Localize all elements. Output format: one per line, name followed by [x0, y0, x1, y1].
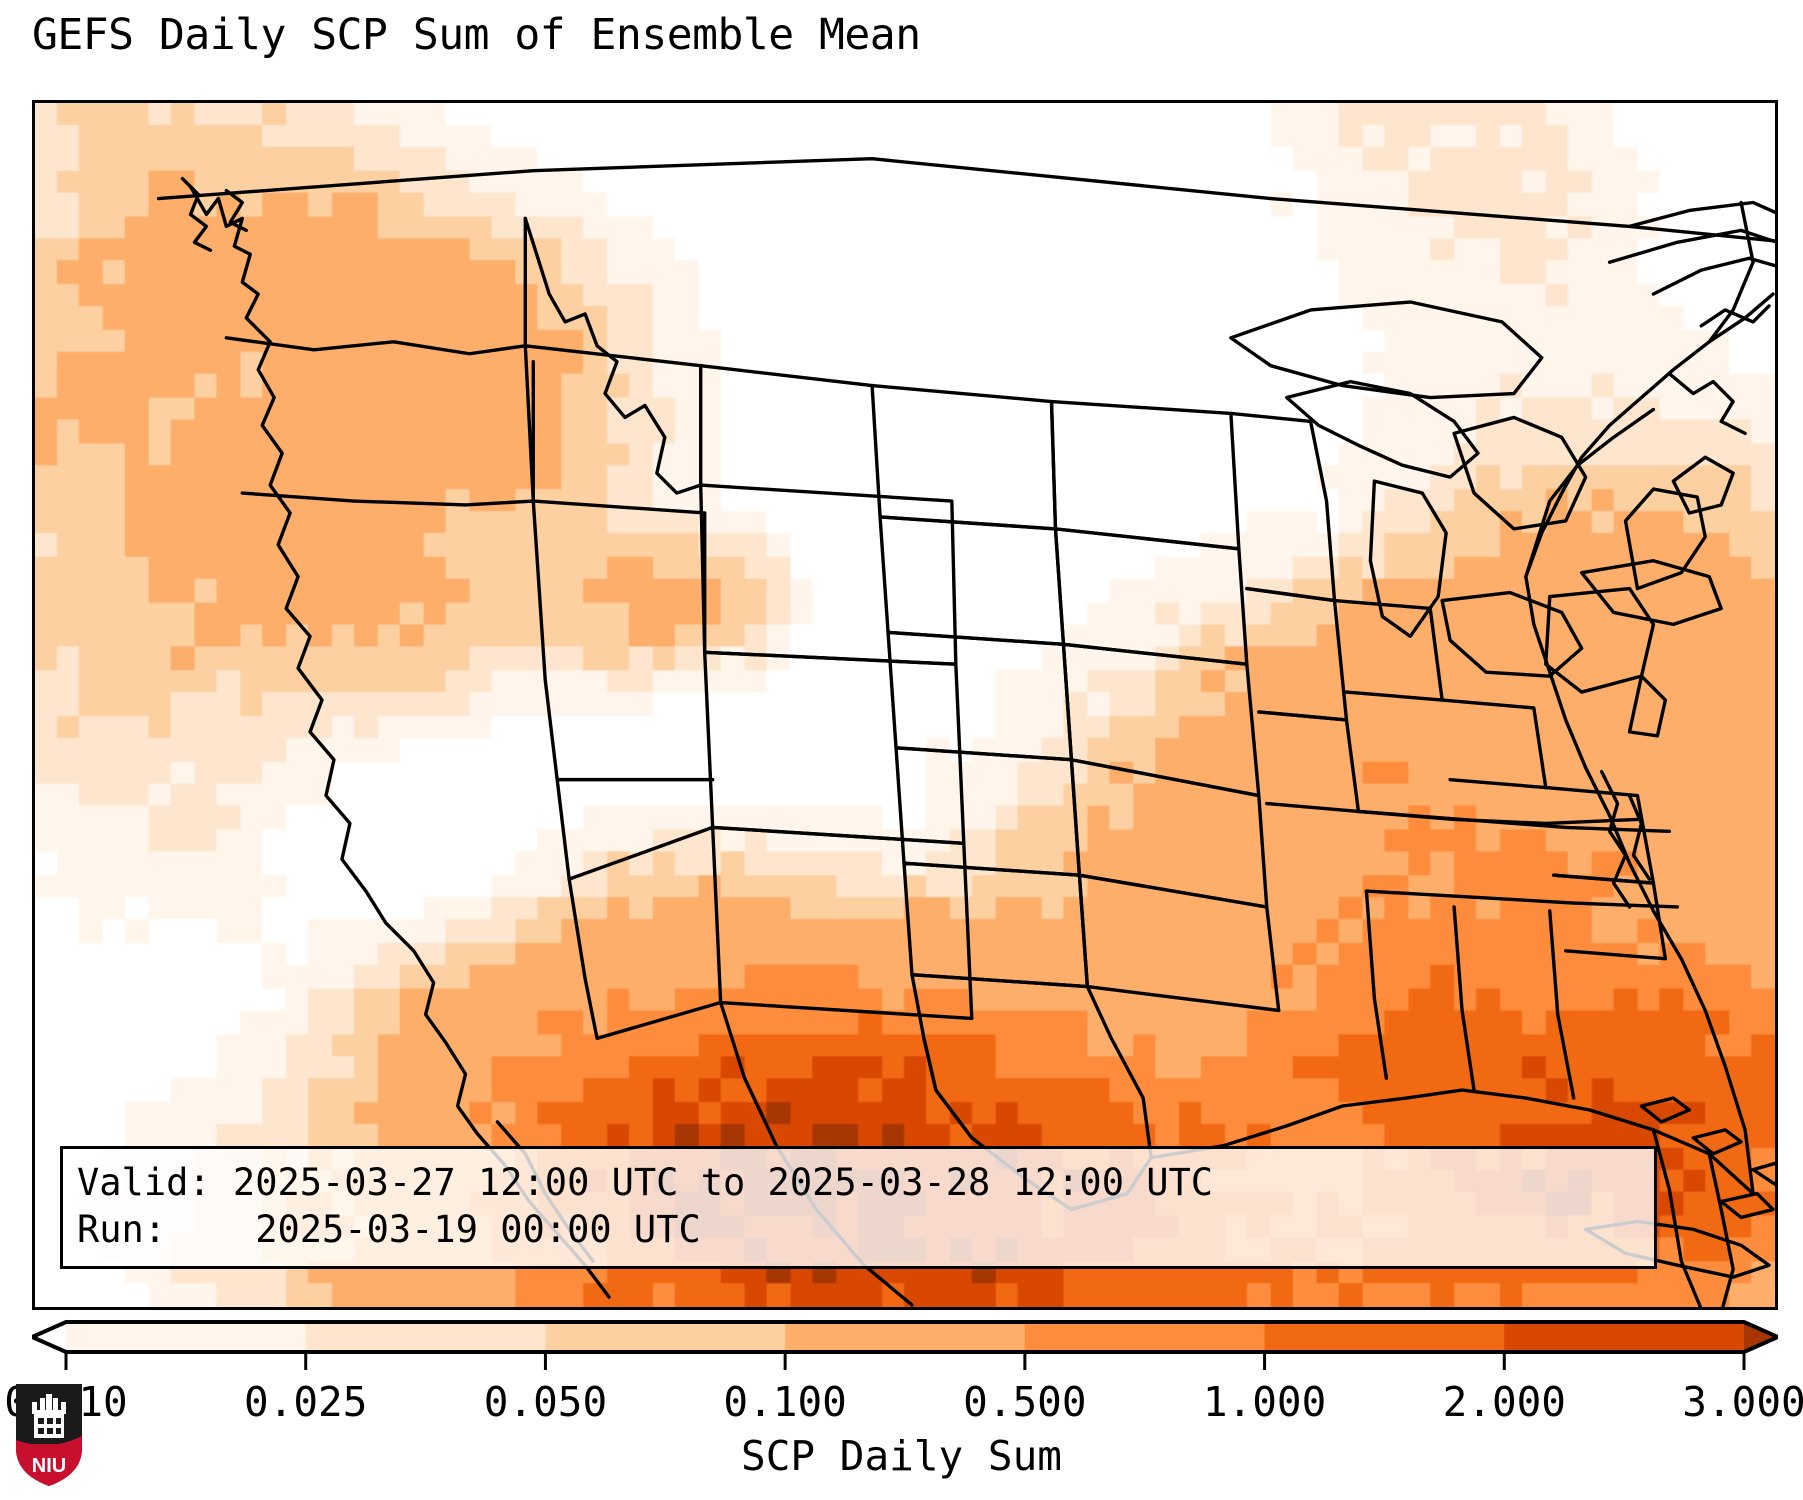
- map-geography-overlay: [156, 157, 1775, 1307]
- colorbar[interactable]: [32, 1318, 1778, 1376]
- colorbar-tick-label: 0.500: [963, 1378, 1087, 1426]
- colorbar-tick-label: 3.000: [1682, 1378, 1803, 1426]
- niu-shield: NIU: [16, 1384, 82, 1486]
- map-plot-area: Valid: 2025-03-27 12:00 UTC to 2025-03-2…: [32, 100, 1778, 1310]
- run-time-text: Run: 2025-03-19 00:00 UTC: [77, 1208, 701, 1252]
- colorbar-tick-label: 0.025: [243, 1378, 368, 1426]
- colorbar-ticks: [64, 1352, 1746, 1370]
- colorbar-tick-label: 0.100: [723, 1378, 847, 1426]
- niu-logo: NIU: [16, 1384, 82, 1486]
- colorbar-bands: [32, 1322, 1778, 1352]
- colorbar-axis-label: SCP Daily Sum: [741, 1432, 1062, 1480]
- colorbar-tick-label: 1.000: [1202, 1378, 1327, 1426]
- colorbar-tick-label: 0.050: [483, 1378, 608, 1426]
- castle-windows: [38, 1418, 61, 1434]
- niu-logo-text: NIU: [32, 1455, 66, 1477]
- colorbar-tick-label: 2.000: [1442, 1378, 1566, 1426]
- colorbar-svg[interactable]: [32, 1318, 1778, 1376]
- page-title: GEFS Daily SCP Sum of Ensemble Mean: [32, 10, 921, 60]
- valid-time-text: Valid: 2025-03-27 12:00 UTC to 2025-03-2…: [77, 1161, 1214, 1204]
- forecast-info-box: Valid: 2025-03-27 12:00 UTC to 2025-03-2…: [60, 1146, 1657, 1269]
